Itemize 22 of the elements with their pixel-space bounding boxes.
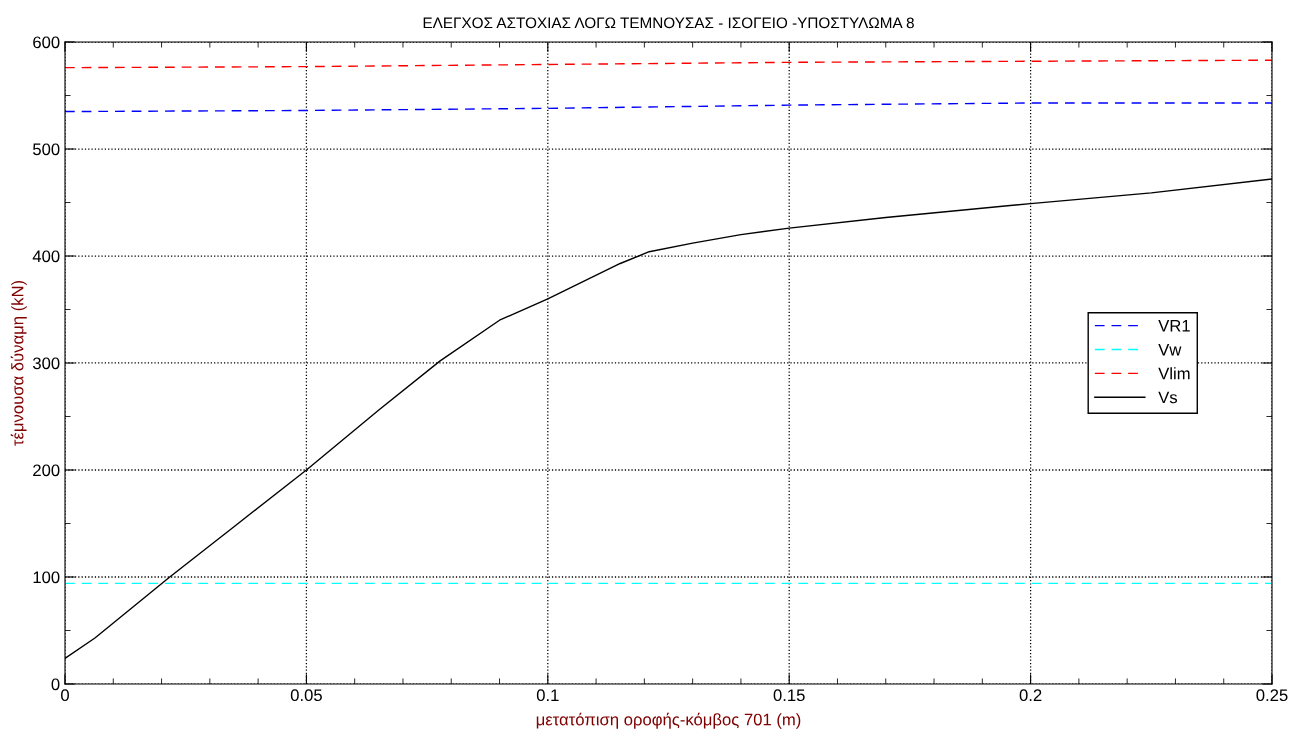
x-axis-title: μετατόπιση οροφής-κόμβος 701 (m) <box>536 712 801 729</box>
x-tick-label: 0.2 <box>1019 689 1042 702</box>
line-series <box>65 102 1272 113</box>
y-tick-label: 400 <box>32 250 60 263</box>
y-tick-label: 600 <box>33 36 60 49</box>
x-tick-label: 0.1 <box>536 689 559 702</box>
y-tick-label: 500 <box>33 143 60 156</box>
y-tick-label: 200 <box>33 464 60 477</box>
x-tick-label: 0.05 <box>290 689 322 702</box>
legend-label: VR1 <box>1158 320 1190 332</box>
chart-title: ΕΛΕΓΧΟΣ ΑΣΤΟΧΙΑΣ ΛΟΓΩ ΤΕΜΝΟΥΣΑΣ - ΙΣΟΓΕΙΟ -ΥΠΟΣΤΥΛΩΜΑ 8 <box>423 17 914 29</box>
y-tick-label: 0 <box>51 678 60 691</box>
legend-label: Vw <box>1158 343 1182 356</box>
legend-label: Vlim <box>1158 367 1190 380</box>
y-axis-title: τέμνουσα δύναμη (kN) <box>10 280 27 446</box>
legend-label: Vs <box>1158 391 1178 404</box>
x-tick-label: 0.25 <box>1256 689 1288 702</box>
x-tick-label: 0.15 <box>773 689 805 702</box>
x-tick-label: 0 <box>61 689 69 702</box>
line-series <box>65 59 1272 69</box>
y-tick-label: 100 <box>33 571 60 584</box>
y-tick-label: 300 <box>32 357 60 370</box>
